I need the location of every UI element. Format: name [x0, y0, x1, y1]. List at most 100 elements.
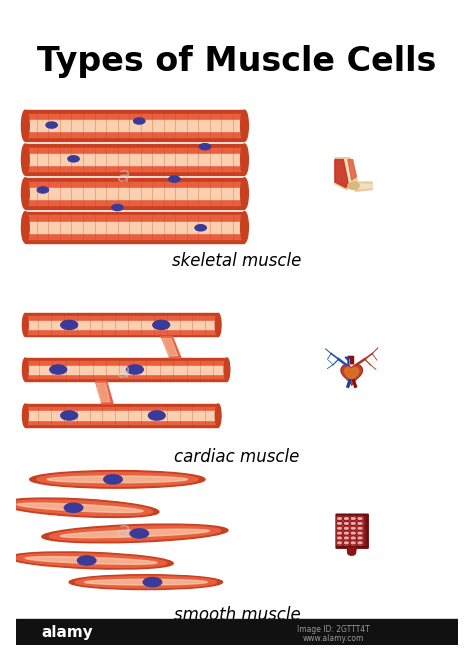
- Ellipse shape: [337, 542, 342, 543]
- Ellipse shape: [336, 526, 343, 530]
- Polygon shape: [345, 357, 349, 365]
- Polygon shape: [347, 548, 356, 553]
- Ellipse shape: [241, 144, 248, 175]
- Ellipse shape: [153, 320, 170, 329]
- Ellipse shape: [16, 554, 167, 567]
- Bar: [25, 114, 245, 138]
- Polygon shape: [335, 158, 357, 190]
- Ellipse shape: [112, 204, 123, 210]
- Polygon shape: [335, 160, 348, 188]
- Text: skeletal muscle: skeletal muscle: [173, 252, 301, 270]
- Bar: [16, 619, 458, 645]
- Ellipse shape: [336, 516, 343, 521]
- Ellipse shape: [344, 532, 349, 534]
- Ellipse shape: [42, 524, 228, 543]
- Ellipse shape: [351, 542, 356, 543]
- Ellipse shape: [77, 556, 96, 565]
- Bar: [25, 361, 227, 378]
- Polygon shape: [348, 357, 354, 364]
- Bar: [25, 321, 218, 329]
- Ellipse shape: [21, 144, 29, 175]
- Ellipse shape: [130, 529, 148, 538]
- Bar: [25, 120, 245, 131]
- Ellipse shape: [215, 313, 221, 337]
- Bar: [25, 154, 245, 165]
- Ellipse shape: [61, 320, 78, 329]
- Ellipse shape: [343, 540, 350, 545]
- Text: a: a: [117, 521, 130, 540]
- Bar: [25, 316, 218, 333]
- Ellipse shape: [26, 556, 157, 564]
- Text: a: a: [117, 362, 130, 382]
- Polygon shape: [95, 381, 113, 404]
- Text: cardiac muscle: cardiac muscle: [174, 448, 300, 466]
- Ellipse shape: [241, 212, 248, 242]
- Bar: [25, 358, 227, 381]
- Ellipse shape: [241, 178, 248, 209]
- Ellipse shape: [356, 516, 364, 521]
- Ellipse shape: [22, 404, 28, 427]
- Ellipse shape: [50, 365, 66, 374]
- Bar: [25, 188, 245, 199]
- Ellipse shape: [343, 516, 350, 521]
- Ellipse shape: [358, 527, 362, 529]
- Ellipse shape: [148, 411, 165, 420]
- Ellipse shape: [21, 110, 29, 141]
- Ellipse shape: [104, 475, 122, 484]
- Ellipse shape: [351, 536, 356, 538]
- Bar: [25, 404, 218, 427]
- Ellipse shape: [22, 313, 28, 337]
- Bar: [25, 144, 245, 175]
- Bar: [25, 313, 218, 337]
- Ellipse shape: [241, 110, 248, 141]
- Ellipse shape: [21, 212, 29, 242]
- FancyBboxPatch shape: [337, 515, 367, 548]
- Ellipse shape: [64, 503, 83, 512]
- Ellipse shape: [356, 526, 364, 530]
- Polygon shape: [161, 337, 181, 358]
- Polygon shape: [356, 182, 372, 191]
- Ellipse shape: [1, 498, 159, 518]
- Ellipse shape: [69, 574, 223, 590]
- Ellipse shape: [343, 521, 350, 526]
- Ellipse shape: [343, 531, 350, 536]
- Ellipse shape: [215, 404, 221, 427]
- Ellipse shape: [30, 470, 205, 488]
- Ellipse shape: [350, 521, 356, 526]
- Polygon shape: [97, 383, 110, 401]
- Ellipse shape: [343, 526, 350, 530]
- Polygon shape: [348, 160, 356, 180]
- Ellipse shape: [337, 522, 342, 524]
- Ellipse shape: [49, 526, 220, 541]
- Ellipse shape: [358, 517, 362, 519]
- Ellipse shape: [358, 542, 362, 543]
- Polygon shape: [345, 160, 355, 182]
- Ellipse shape: [337, 527, 342, 529]
- Ellipse shape: [336, 540, 343, 545]
- Ellipse shape: [336, 521, 343, 526]
- Ellipse shape: [350, 526, 356, 530]
- Ellipse shape: [351, 527, 356, 529]
- Ellipse shape: [36, 472, 198, 486]
- Text: Types of Muscle Cells: Types of Muscle Cells: [37, 45, 437, 78]
- Ellipse shape: [47, 476, 188, 483]
- Ellipse shape: [351, 517, 356, 519]
- Text: smooth muscle: smooth muscle: [173, 606, 301, 624]
- Ellipse shape: [348, 551, 356, 555]
- Ellipse shape: [134, 118, 145, 124]
- Ellipse shape: [337, 536, 342, 538]
- Ellipse shape: [75, 576, 217, 588]
- Ellipse shape: [344, 536, 349, 538]
- Ellipse shape: [68, 156, 79, 162]
- Ellipse shape: [350, 516, 356, 521]
- Bar: [25, 182, 245, 205]
- Ellipse shape: [200, 144, 210, 150]
- Text: a: a: [117, 166, 130, 186]
- Polygon shape: [356, 184, 372, 188]
- Ellipse shape: [351, 532, 356, 534]
- Ellipse shape: [358, 536, 362, 538]
- Ellipse shape: [143, 578, 162, 587]
- Ellipse shape: [21, 178, 29, 209]
- Ellipse shape: [348, 182, 359, 190]
- Bar: [25, 216, 245, 238]
